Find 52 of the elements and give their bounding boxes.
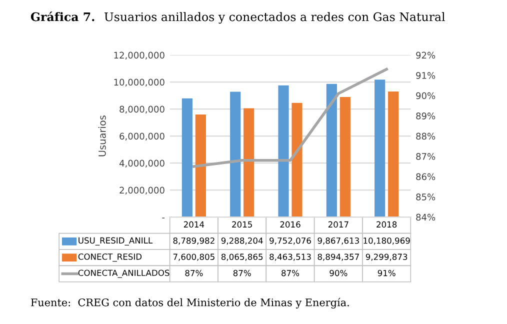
legend-label: CONECT_RESID — [78, 254, 142, 262]
bar — [340, 97, 350, 218]
legend-label: USU_RESID_ANILL — [78, 237, 153, 246]
y-tick-label: 6,000,000 — [120, 132, 164, 141]
bar — [374, 80, 386, 218]
y2-tick-label: 84% — [416, 214, 436, 221]
x-tick-label: 2017 — [328, 221, 348, 228]
bar — [278, 85, 289, 218]
data-label: 91% — [378, 270, 396, 276]
data-label: 9,867,613 — [318, 237, 359, 245]
y-tick-label: 2,000,000 — [120, 186, 164, 195]
bar — [244, 108, 254, 218]
bar — [182, 98, 192, 218]
bar — [195, 114, 206, 218]
x-tick-label: 2016 — [280, 221, 300, 228]
y-tick-label: 4,000,000 — [119, 160, 164, 168]
y2-tick-label: 90% — [416, 92, 436, 100]
data-label: 87% — [282, 270, 300, 276]
data-label: 8,065,865 — [221, 254, 263, 261]
data-label: 7,600,805 — [173, 254, 214, 261]
data-label: 87% — [185, 270, 203, 276]
chart-title: Gráfica 7. Usuarios anillados y conectados a redes con Gas Natural — [30, 12, 445, 24]
y2-tick-label: 89% — [416, 112, 436, 120]
y-tick-label: 8,000,000 — [120, 106, 164, 114]
y2-tick-label: 86% — [416, 173, 436, 180]
y-tick-label: 12,000,000 — [114, 52, 164, 60]
line-series — [192, 68, 388, 168]
y2-tick-label: 87% — [416, 153, 436, 160]
data-label: 9,299,873 — [366, 254, 408, 261]
data-label: 8,894,357 — [318, 254, 359, 261]
source-note: Fuente: CREG con datos del Ministerio de Minas y Energía. — [30, 298, 349, 308]
data-label: 9,288,204 — [221, 237, 263, 245]
x-tick-label: 2014 — [184, 221, 204, 228]
y2-tick-label: 91% — [416, 72, 436, 79]
bar — [388, 92, 399, 218]
bar — [292, 102, 302, 218]
bar — [326, 84, 337, 218]
data-label: 87% — [233, 270, 251, 276]
data-label: 90% — [330, 270, 348, 276]
data-label: 8,789,982 — [173, 237, 214, 245]
data-label: 8,463,513 — [270, 254, 311, 261]
y-axis-title: Usuarios — [98, 116, 106, 156]
legend-label: CONECTA_ANILLADOS — [78, 270, 170, 278]
y2-tick-label: 88% — [416, 132, 436, 140]
bar — [230, 92, 241, 218]
data-label: 10,180,969 — [364, 237, 410, 245]
data-label: 9,752,076 — [270, 237, 311, 245]
x-tick-label: 2015 — [232, 221, 252, 228]
y2-tick-label: 92% — [416, 52, 436, 59]
y2-tick-label: 85% — [416, 194, 436, 200]
y-tick-label: 10,000,000 — [114, 78, 164, 87]
x-tick-label: 2018 — [376, 221, 397, 228]
